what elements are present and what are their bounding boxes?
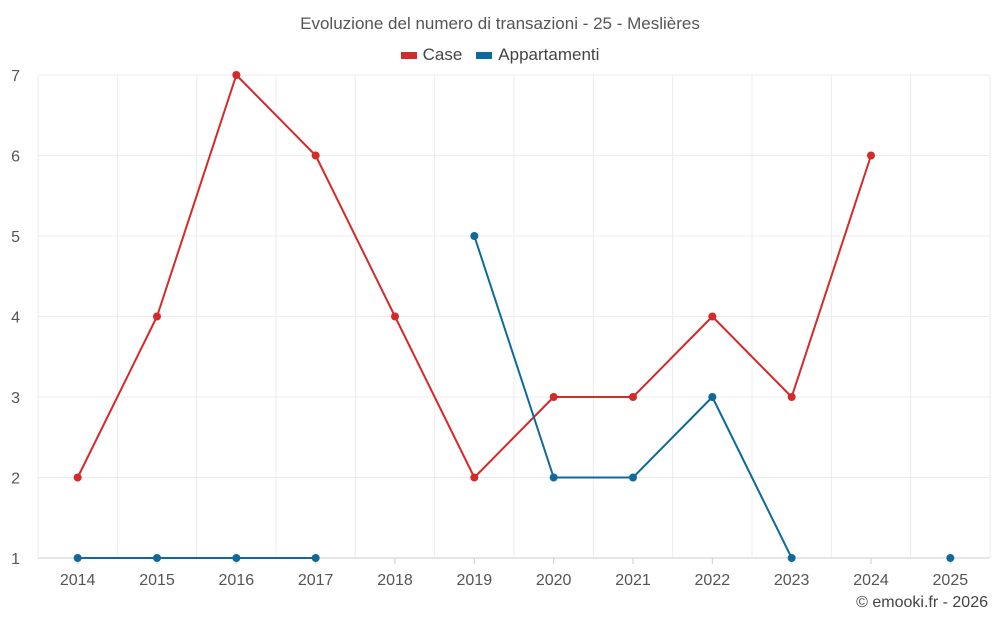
data-point-appartamenti-2023 (787, 554, 796, 562)
data-point-case-2020 (549, 393, 558, 401)
data-point-case-2023 (787, 393, 796, 401)
chart-title: Evoluzione del numero di transazioni - 2… (300, 14, 700, 33)
data-point-case-2015 (153, 312, 161, 321)
legend-item-appartamenti[interactable]: Appartamenti (476, 45, 599, 65)
x-tick-label-2021: 2021 (615, 572, 651, 589)
legend: Case Appartamenti (0, 45, 1000, 65)
data-point-case-2017 (311, 151, 320, 160)
data-point-appartamenti-2019 (470, 232, 479, 240)
x-tick-label-2022: 2022 (695, 572, 731, 589)
x-tick-label-2024: 2024 (853, 572, 889, 589)
y-tick-label-7: 7 (11, 68, 20, 85)
y-tick-label-3: 3 (11, 390, 20, 407)
data-point-case-2014 (73, 473, 82, 482)
x-tick-label-2019: 2019 (457, 572, 493, 589)
data-point-appartamenti-2020 (549, 473, 558, 482)
y-tick-label-2: 2 (11, 471, 20, 488)
y-tick-label-5: 5 (11, 229, 20, 246)
data-point-case-2022 (708, 312, 717, 321)
legend-item-case[interactable]: Case (400, 45, 463, 65)
data-point-appartamenti-2015 (153, 554, 161, 562)
data-point-case-2019 (470, 473, 479, 482)
data-point-appartamenti-2021 (629, 473, 637, 482)
data-point-appartamenti-2014 (73, 554, 82, 562)
data-point-case-2021 (629, 393, 637, 401)
y-tick-label-4: 4 (11, 310, 20, 327)
legend-swatch-appartamenti (476, 51, 493, 59)
data-point-case-2024 (867, 151, 875, 160)
y-tick-label-6: 6 (11, 149, 20, 166)
x-tick-label-2016: 2016 (219, 572, 255, 589)
x-tick-label-2023: 2023 (774, 572, 810, 589)
x-tick-label-2015: 2015 (139, 572, 175, 589)
x-tick-label-2025: 2025 (933, 572, 969, 589)
data-point-appartamenti-2017 (311, 554, 320, 562)
x-tick-label-2017: 2017 (298, 572, 334, 589)
y-tick-label-1: 1 (11, 551, 20, 568)
data-point-appartamenti-2022 (708, 393, 717, 401)
credit: © emooki.fr - 2026 (856, 594, 988, 611)
data-point-appartamenti-2025 (946, 554, 955, 562)
data-point-case-2016 (232, 71, 241, 79)
legend-swatch-case (400, 51, 417, 59)
legend-label-case: Case (422, 45, 463, 64)
x-tick-label-2014: 2014 (60, 572, 96, 589)
data-point-case-2018 (391, 312, 399, 321)
data-point-appartamenti-2016 (232, 554, 241, 562)
x-tick-label-2020: 2020 (536, 572, 572, 589)
legend-label-appartamenti: Appartamenti (498, 45, 600, 64)
x-tick-label-2018: 2018 (377, 572, 413, 589)
